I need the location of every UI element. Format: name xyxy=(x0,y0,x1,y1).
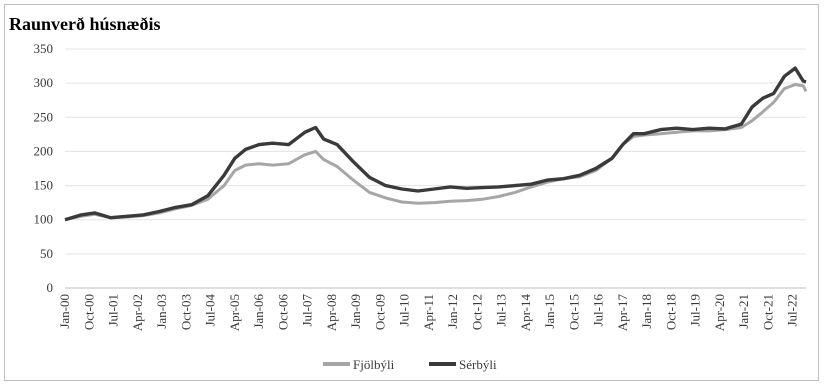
chart-title: Raunverð húsnæðis xyxy=(9,14,161,34)
x-tick-label: Oct-00 xyxy=(81,294,96,330)
legend-label: Sérbýli xyxy=(459,357,497,372)
x-tick-label: Jan-09 xyxy=(348,294,363,329)
x-tick-label: Jul-07 xyxy=(300,294,315,327)
y-tick-label: 250 xyxy=(34,109,54,124)
x-tick-label: Oct-09 xyxy=(372,294,387,330)
x-tick-label: Apr-14 xyxy=(518,294,533,332)
x-tick-label: Jan-03 xyxy=(154,294,169,329)
x-tick-label: Oct-03 xyxy=(178,294,193,330)
chart-frame xyxy=(4,4,819,381)
x-tick-label: Jan-15 xyxy=(542,294,557,329)
x-tick-label: Oct-21 xyxy=(760,294,775,330)
y-tick-label: 0 xyxy=(47,280,54,295)
x-tick-label: Jan-06 xyxy=(251,294,266,329)
x-tick-label: Apr-02 xyxy=(130,294,145,331)
x-tick-label: Jul-13 xyxy=(494,294,509,327)
y-tick-label: 50 xyxy=(40,246,53,261)
y-tick-label: 200 xyxy=(34,143,54,158)
series-line xyxy=(64,66,807,222)
x-tick-label: Oct-12 xyxy=(469,294,484,330)
x-tick-label: Apr-17 xyxy=(615,294,630,332)
legend-label: Fjölbýli xyxy=(353,357,395,372)
x-tick-label: Jul-01 xyxy=(106,294,121,327)
x-tick-label: Apr-05 xyxy=(227,294,242,331)
x-tick-label: Oct-15 xyxy=(566,294,581,330)
x-tick-label: Jul-04 xyxy=(203,294,218,327)
x-tick-label: Apr-08 xyxy=(324,294,339,331)
x-tick-label: Jul-16 xyxy=(591,294,606,327)
x-tick-label: Jul-22 xyxy=(785,294,800,327)
y-tick-label: 100 xyxy=(34,212,54,227)
x-tick-label: Jan-12 xyxy=(445,294,460,329)
x-axis-ticks: Jan-00 Oct-00 Jul-01 Apr-02 Jan-03 Oct-03 Jul-… xyxy=(57,294,800,332)
x-tick-label: Oct-06 xyxy=(275,294,290,331)
x-tick-label: Jul-10 xyxy=(397,294,412,327)
legend: Fjölbýli Sérbýli xyxy=(323,357,497,372)
x-tick-label: Apr-20 xyxy=(712,294,727,331)
gridlines xyxy=(65,48,806,289)
x-tick-label: Jan-21 xyxy=(736,294,751,329)
y-tick-label: 300 xyxy=(34,75,54,90)
series-line xyxy=(64,83,808,222)
y-axis-ticks: 0 50 100 150 200 250 300 350 xyxy=(34,41,54,295)
x-tick-label: Jan-18 xyxy=(639,294,654,329)
y-tick-label: 350 xyxy=(34,41,54,56)
y-tick-label: 150 xyxy=(34,178,54,193)
x-tick-label: Oct-18 xyxy=(663,294,678,330)
x-tick-label: Jul-19 xyxy=(688,294,703,327)
x-tick-label: Apr-11 xyxy=(421,294,436,331)
series-lines xyxy=(64,66,808,222)
x-tick-label: Jan-00 xyxy=(57,294,72,329)
